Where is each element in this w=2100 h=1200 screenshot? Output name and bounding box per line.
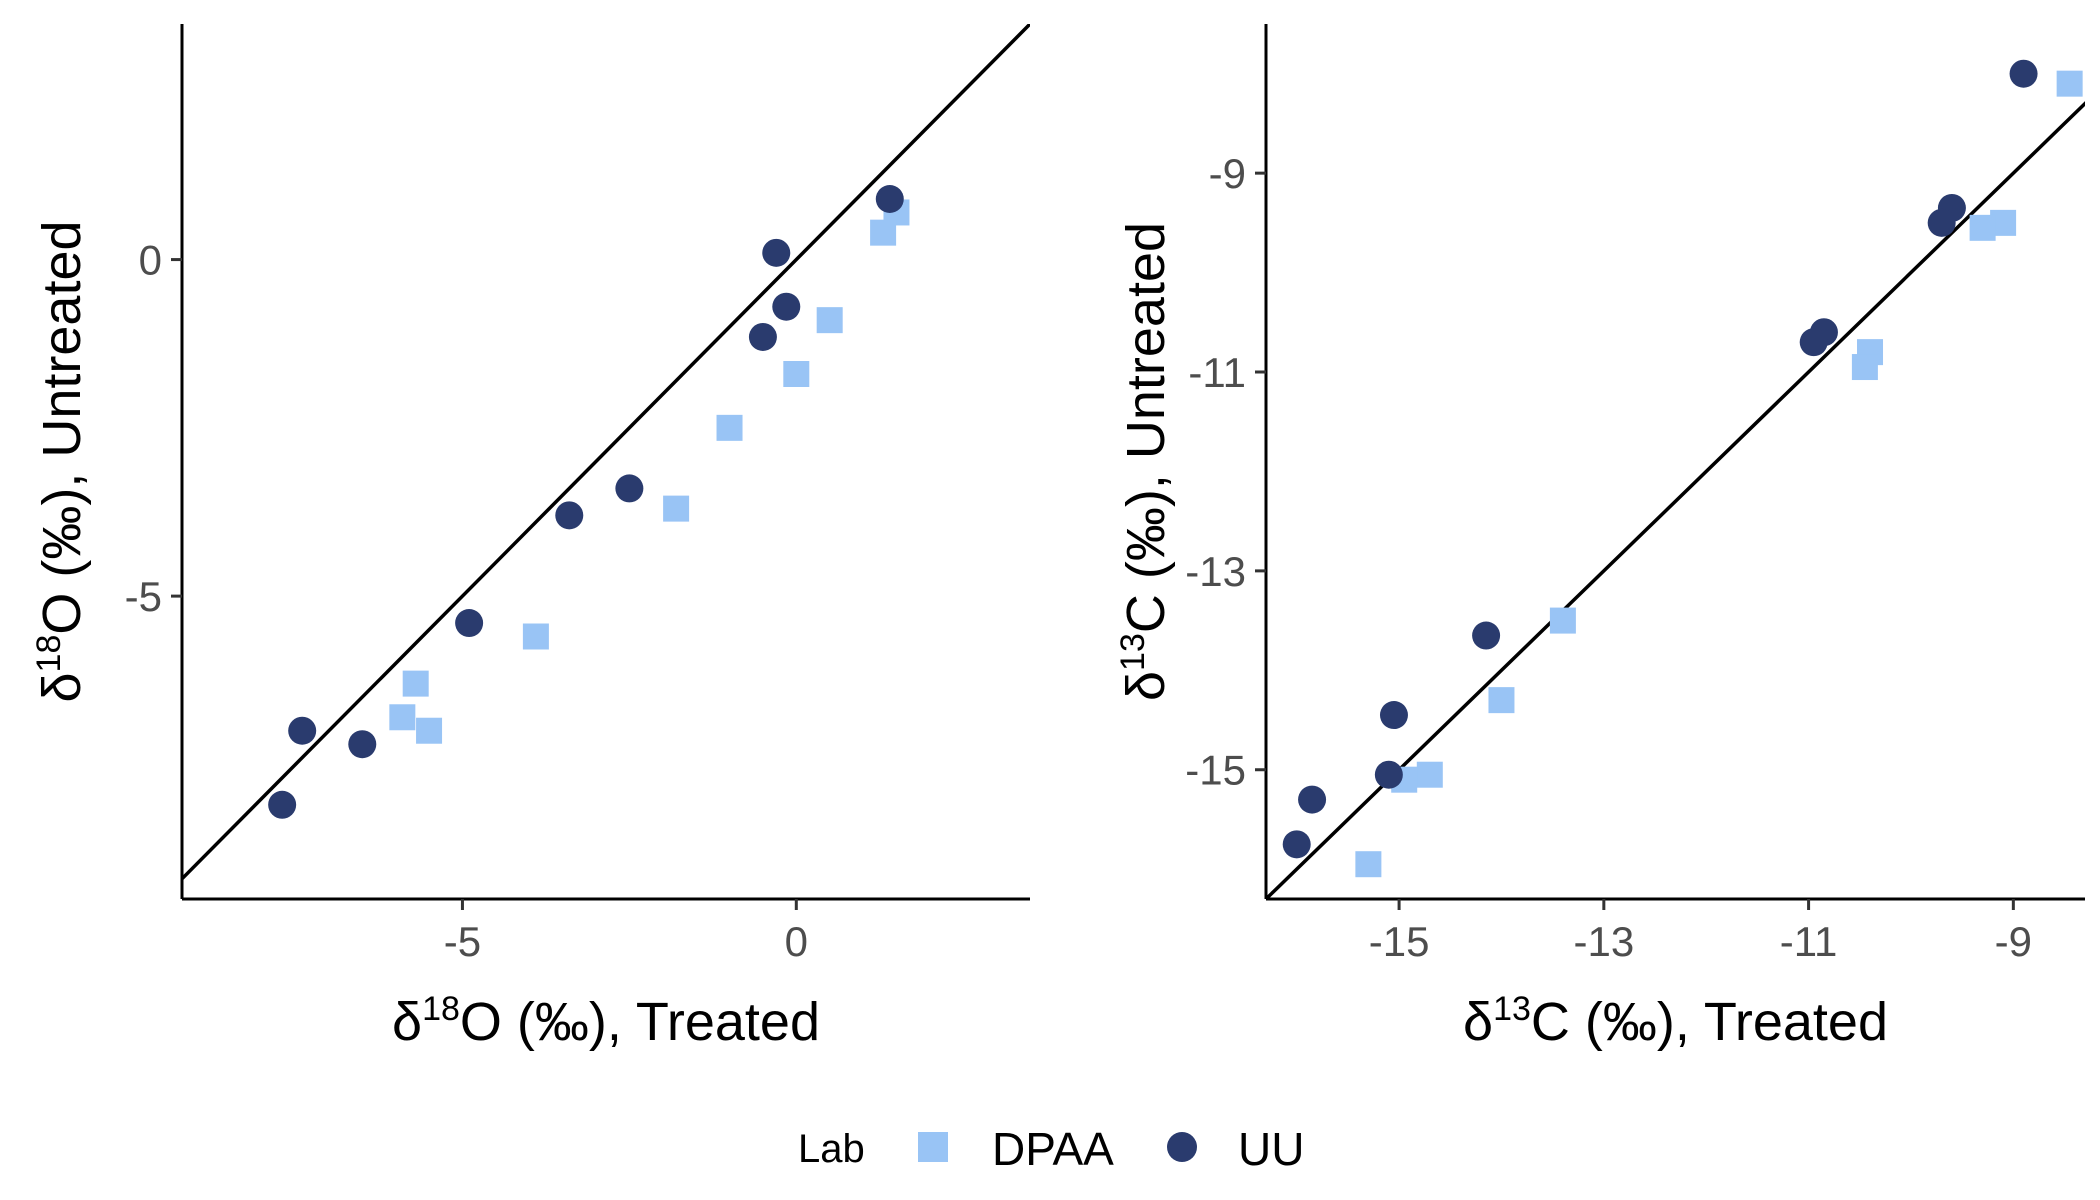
c13-dpaa-point-0 — [2056, 70, 2083, 97]
o18-identity-line — [182, 24, 1030, 882]
o18-y-tick-label-1: 0 — [139, 237, 162, 284]
o18-x-axis-label: δ18O (‰), Treated — [392, 990, 820, 1052]
o18-x-tick-label-0: -5 — [444, 918, 481, 965]
c13-dpaa-point-9 — [1355, 851, 1382, 878]
c13-y-axis-label-isotope: 13 — [1114, 633, 1152, 671]
o18-dpaa-point-5 — [663, 495, 690, 522]
o18-y-axis-label-text: O (‰), Untreated — [32, 220, 92, 634]
o18-x-tick-label-1: 0 — [785, 918, 808, 965]
c13-x-axis-label-isotope: 13 — [1493, 990, 1531, 1028]
c13-dpaa-point-6 — [1488, 687, 1515, 714]
c13-y-tick-label-2: -11 — [1188, 349, 1246, 396]
c13-uu-point-8 — [1298, 785, 1327, 814]
c13-uu-point-5 — [1472, 621, 1501, 650]
o18-uu-point-8 — [348, 730, 377, 759]
legend-uu-marker — [1167, 1132, 1197, 1162]
c13-dpaa-point-4 — [1851, 354, 1878, 381]
c13-x-tick-label-0: -15 — [1369, 918, 1430, 965]
c13-identity-line — [1266, 101, 2085, 899]
o18-uu-point-3 — [748, 322, 777, 351]
o18-uu-point-0 — [875, 185, 904, 213]
o18-uu-point-4 — [615, 474, 644, 503]
o18-x-axis-label-isotope: 18 — [422, 990, 460, 1028]
c13-uu-point-2 — [1927, 208, 1956, 237]
legend-title: Lab — [798, 1127, 865, 1171]
c13-dpaa-point-7 — [1416, 761, 1443, 788]
c13-y-tick-label-1: -13 — [1185, 548, 1246, 595]
o18-dpaa-point-4 — [716, 414, 743, 441]
legend-uu-label: UU — [1238, 1123, 1304, 1175]
c13-dpaa-point-2 — [1969, 214, 1996, 241]
legend-dpaa-marker — [918, 1132, 948, 1162]
c13-y-tick-label-3: -9 — [1209, 150, 1246, 197]
o18-uu-point-5 — [555, 501, 584, 530]
o18-x-axis-label-text: O (‰), Treated — [460, 992, 820, 1052]
o18-dpaa-point-7 — [402, 670, 429, 697]
c13-y-axis-label-delta: δ — [1116, 671, 1176, 701]
o18-dpaa-point-3 — [783, 361, 810, 387]
c13-uu-point-6 — [1379, 701, 1408, 730]
c13-dpaa-point-5 — [1549, 607, 1576, 634]
c13-x-tick-label-2: -11 — [1780, 918, 1838, 965]
c13-uu-point-0 — [2009, 59, 2038, 88]
o18-uu-point-6 — [455, 609, 484, 638]
o18-dpaa-point-6 — [522, 623, 549, 650]
c13-y-tick-label-0: -15 — [1185, 747, 1246, 794]
c13-x-axis-label: δ13C (‰), Treated — [1463, 990, 1888, 1052]
o18-dpaa-point-8 — [389, 704, 416, 731]
o18-y-axis-label-delta: δ — [32, 672, 92, 702]
c13-y-axis-label: δ13C (‰), Untreated — [1114, 222, 1176, 701]
c13-y-axis-label-text: C (‰), Untreated — [1116, 222, 1176, 633]
legend-dpaa-label: DPAA — [992, 1123, 1114, 1175]
o18-y-axis-label-isotope: 18 — [30, 635, 68, 673]
o18-uu-point-1 — [762, 238, 791, 267]
o18-y-axis-label: δ18O (‰), Untreated — [30, 220, 92, 702]
o18-uu-point-9 — [268, 790, 297, 819]
c13-x-tick-label-3: -9 — [1995, 918, 2032, 965]
c13-uu-point-7 — [1374, 760, 1403, 789]
c13-x-tick-label-1: -13 — [1573, 918, 1634, 965]
c13-x-axis-label-delta: δ — [1463, 992, 1493, 1052]
c13-x-axis-label-text: C (‰), Treated — [1531, 992, 1888, 1052]
o18-x-axis-label-delta: δ — [392, 992, 422, 1052]
o18-dpaa-point-2 — [816, 307, 843, 334]
c13-uu-point-9 — [1282, 830, 1311, 859]
o18-y-tick-label-0: -5 — [125, 573, 162, 620]
o18-dpaa-point-1 — [870, 219, 897, 246]
c13-uu-point-4 — [1799, 328, 1828, 357]
legend: Lab DPAA UU — [798, 1123, 1304, 1175]
o18-uu-point-2 — [772, 292, 801, 321]
o18-uu-point-7 — [288, 716, 317, 745]
o18-dpaa-point-9 — [416, 717, 443, 744]
